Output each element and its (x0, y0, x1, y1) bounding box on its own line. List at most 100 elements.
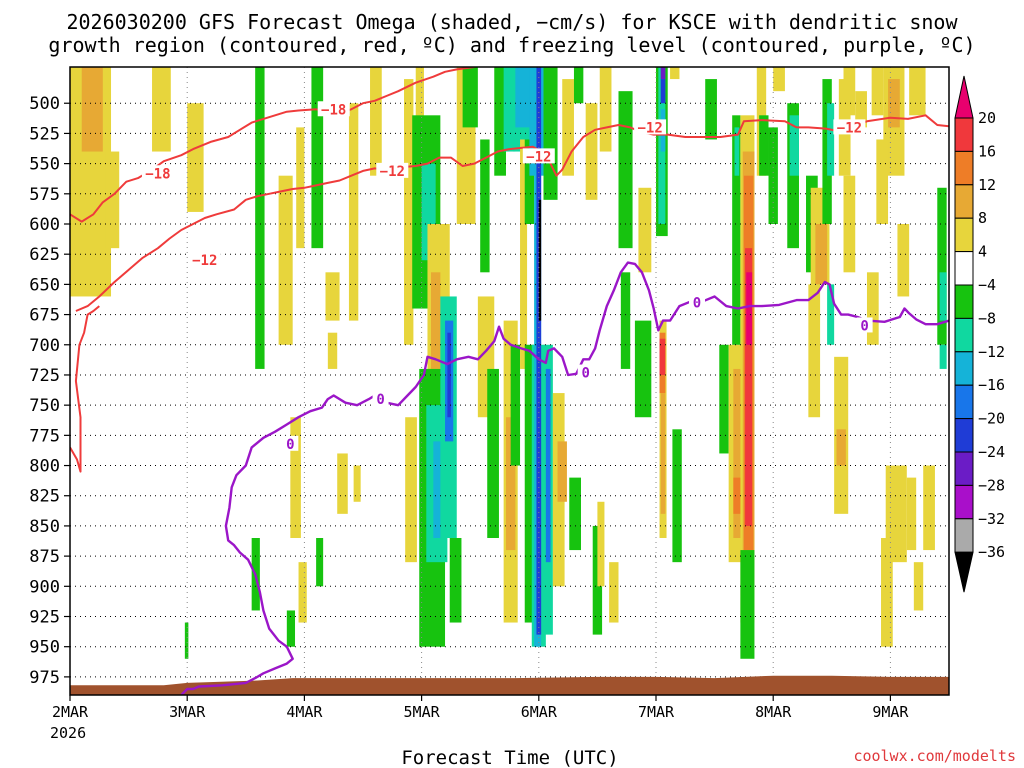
omega-patch (906, 477, 917, 551)
colorbar-extend-bottom (954, 551, 974, 593)
omega-patch (316, 538, 324, 587)
dgz-contour-label: −18 (145, 166, 170, 182)
omega-patch (278, 175, 293, 345)
dgz-contour-line (75, 114, 949, 312)
omega-patch (545, 368, 551, 563)
x-tick-label: 2MAR (52, 703, 89, 721)
omega-patch (638, 187, 652, 273)
omega-patch (836, 429, 846, 466)
colorbar-segment (954, 351, 974, 386)
colorbar-label: −36 (978, 543, 1005, 561)
colorbar-label: −8 (978, 309, 996, 327)
colorbar-label: 8 (978, 209, 987, 227)
omega-patch (184, 622, 189, 659)
freezing-level-label-bg (577, 364, 594, 380)
omega-patch (609, 562, 619, 623)
freezing-level-label: 0 (286, 437, 294, 453)
omega-patch (562, 79, 574, 176)
y-tick-label: 925 (29, 608, 60, 628)
omega-patch (789, 115, 799, 176)
omega-patch (430, 272, 441, 369)
omega-patch (660, 67, 666, 80)
omega-patch (733, 368, 743, 538)
colorbar-label: −28 (978, 476, 1005, 494)
omega-patch (433, 441, 446, 538)
dgz-contour-label: −18 (321, 102, 346, 118)
omega-patch (746, 272, 753, 345)
y-tick-label: 875 (29, 547, 60, 567)
colorbar-label: 20 (978, 109, 996, 127)
omega-patch (827, 103, 835, 176)
omega-patch (255, 67, 265, 369)
omega-patch (734, 127, 740, 176)
y-tick-label: 825 (29, 487, 60, 507)
chart-title-line1: 2026030200 GFS Forecast Omega (shaded, −… (66, 10, 958, 34)
dgz-contour-line (70, 67, 475, 223)
omega-patch (405, 417, 417, 563)
colorbar-label: −12 (978, 343, 1005, 361)
omega-patch (286, 610, 296, 647)
omega-patch (404, 79, 414, 345)
omega-patch (462, 67, 478, 128)
colorbar-segment (954, 284, 974, 319)
omega-patch (923, 465, 935, 551)
dgz-contour-label: −12 (637, 120, 662, 136)
colorbar-label: −16 (978, 376, 1005, 394)
freezing-level-label: 0 (376, 392, 384, 408)
colorbar-segment (954, 217, 974, 253)
freezing-level-line (180, 261, 949, 695)
y-tick-label: 800 (29, 457, 60, 477)
omega-patch (876, 139, 889, 224)
omega-patch (732, 115, 741, 345)
x-year-label: 2026 (50, 724, 86, 742)
omega-patch (599, 67, 612, 152)
plot-area: −18 −18 −12 −12 −12 −12 −12 0 0 0 0 0 (69, 66, 950, 696)
y-tick-label: 950 (29, 638, 60, 658)
freezing-level-label: 0 (693, 296, 701, 312)
omega-patch (538, 199, 542, 321)
omega-patch (871, 67, 884, 116)
omega-patch (909, 67, 926, 116)
dgz-contour-label: −12 (526, 149, 551, 165)
y-tick-label: 750 (29, 396, 60, 416)
omega-patch (745, 248, 753, 526)
dgz-contour-line (70, 305, 100, 473)
y-tick-label: 850 (29, 517, 60, 537)
omega-patch (505, 417, 516, 551)
colorbar-label: −24 (978, 443, 1005, 461)
omega-patch (719, 344, 729, 454)
omega-patch (913, 562, 924, 611)
colorbar-label: −4 (978, 276, 996, 294)
omega-patch (618, 91, 633, 249)
omega-patch (569, 477, 581, 551)
omega-patch (597, 501, 605, 587)
omega-patch (897, 224, 910, 297)
colorbar-segment (954, 451, 974, 486)
omega-patch (939, 344, 947, 369)
omega-patch (620, 272, 631, 369)
colorbar-segment (954, 184, 974, 219)
x-axis: 2MAR 3MAR 4MAR 5MAR 6MAR 7MAR 8MAR 9MAR (52, 695, 909, 721)
freezing-level-label: 0 (581, 366, 589, 382)
omega-patch (768, 127, 778, 224)
y-tick-label: 525 (29, 124, 60, 144)
colorbar: 20 16 12 8 4 −4 −8 −12 −16 −20 −24 −28 −32 −36 (954, 75, 1005, 593)
credit-watermark[interactable]: coolwx.com/modelts (853, 747, 1016, 765)
y-tick-label: 700 (29, 336, 60, 356)
omega-patch (585, 103, 598, 200)
omega-patch (855, 91, 867, 128)
omega-patch (937, 187, 947, 345)
omega-patch (348, 103, 359, 321)
x-tick-label: 5MAR (404, 703, 441, 721)
y-tick-label: 650 (29, 275, 60, 295)
colorbar-label: −20 (978, 410, 1005, 428)
omega-patch (815, 224, 828, 285)
x-tick-label: 3MAR (169, 703, 206, 721)
y-tick-label: 775 (29, 426, 60, 446)
omega-patch (705, 79, 717, 140)
colorbar-segment (954, 484, 974, 520)
colorbar-segment (954, 418, 974, 453)
colorbar-label: 4 (978, 243, 987, 261)
freezing-level-label-bg (372, 391, 389, 407)
